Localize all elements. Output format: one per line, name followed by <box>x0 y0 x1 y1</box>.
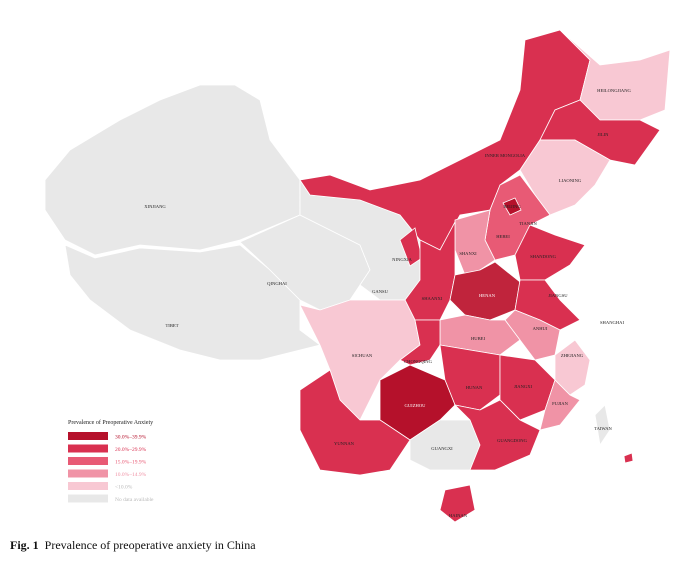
inset-island <box>623 452 634 464</box>
region-label: SHANXI <box>459 251 477 256</box>
region-label: HEBEI <box>496 234 510 239</box>
caption: Fig. 1 Prevalence of preoperative anxiety… <box>10 538 256 553</box>
shandong <box>514 224 586 281</box>
shaanxi <box>404 221 456 321</box>
region-label: GUANGDONG <box>497 438 528 443</box>
region-label: QINGHAI <box>267 281 287 286</box>
region-label: TAIWAN <box>594 426 612 431</box>
caption-number: Fig. 1 <box>10 538 39 552</box>
region-label: ZHEJIANG <box>561 353 584 358</box>
legend-swatch <box>68 444 108 453</box>
region-label: HENAN <box>479 293 496 298</box>
shanxi <box>454 209 496 276</box>
region-label: XINJIANG <box>144 204 166 209</box>
region-label: ANHUI <box>533 326 548 331</box>
region-label: CHONGQING <box>404 359 432 364</box>
region-label: YUNNAN <box>334 441 355 446</box>
liaoning <box>519 139 611 216</box>
guangdong <box>453 399 541 471</box>
legend-label: 10.0%–14.9% <box>115 472 147 478</box>
region-label: BEIJING <box>503 204 521 209</box>
legend-swatch <box>68 432 108 440</box>
xinjiang <box>44 84 301 256</box>
region-label: SICHUAN <box>352 353 373 358</box>
region-label: GANSU <box>372 289 389 294</box>
region-label: JIANGSU <box>548 293 568 298</box>
region-label: INNER MONGOLIA <box>485 153 526 158</box>
legend-label: 15.0%–19.9% <box>115 460 147 466</box>
beijing <box>502 197 522 216</box>
region-label: SHANGHAI <box>600 320 624 325</box>
legend-swatch <box>68 494 108 503</box>
region-label: GUANGXI <box>431 446 453 451</box>
region-label: HEILONGJIANG <box>597 88 631 93</box>
chongqing <box>399 319 441 366</box>
region-label: JILIN <box>598 132 610 137</box>
region-label: LIAONING <box>559 178 582 183</box>
legend-label: 20.0%–29.9% <box>115 447 147 453</box>
legend-title: Prevalence of Preoperative Anxiety <box>68 419 153 426</box>
region-label: GUIZHOU <box>405 403 427 408</box>
region-label: TIANJIN <box>519 221 537 226</box>
map: XINJIANG TIBET QINGHAI GANSU INNER MONGO… <box>44 29 673 528</box>
taiwan <box>594 404 611 447</box>
legend-swatch <box>68 482 108 490</box>
region-label: SHANDONG <box>530 254 556 259</box>
legend-swatch <box>68 457 108 465</box>
region-label: FUJIAN <box>552 401 569 406</box>
region-label: HUBEI <box>471 336 486 341</box>
hainan <box>439 484 476 523</box>
region-label: SHAANXI <box>422 296 443 301</box>
legend-swatch <box>68 469 108 478</box>
legend-label: No data available <box>115 497 154 503</box>
regions <box>44 29 673 528</box>
inset-frame <box>616 446 673 528</box>
legend-label: <10.0% <box>115 485 133 491</box>
region-label: HUNAN <box>466 385 483 390</box>
henan <box>449 261 521 321</box>
region-label: HAINAN <box>449 513 468 518</box>
region-label: JIANGXI <box>514 384 533 389</box>
region-label: TIBET <box>165 323 178 328</box>
region-labels: XINJIANG TIBET QINGHAI GANSU INNER MONGO… <box>144 88 631 518</box>
caption-text: Prevalence of preoperative anxiety in Ch… <box>44 538 256 552</box>
legend: Prevalence of Preoperative Anxiety 30.0%… <box>68 419 154 503</box>
heilongjiang <box>559 29 671 121</box>
region-label: NINGXIA <box>392 257 412 262</box>
legend-label: 30.0%–39.9% <box>115 435 147 441</box>
